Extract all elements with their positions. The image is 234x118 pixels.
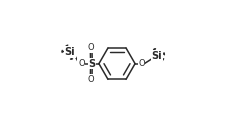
Text: Si: Si bbox=[64, 47, 75, 57]
Text: O: O bbox=[88, 43, 94, 52]
Text: Si: Si bbox=[151, 51, 162, 61]
Text: S: S bbox=[88, 59, 95, 69]
Text: O: O bbox=[88, 75, 94, 84]
Text: O: O bbox=[138, 59, 145, 68]
Text: O: O bbox=[78, 59, 85, 68]
